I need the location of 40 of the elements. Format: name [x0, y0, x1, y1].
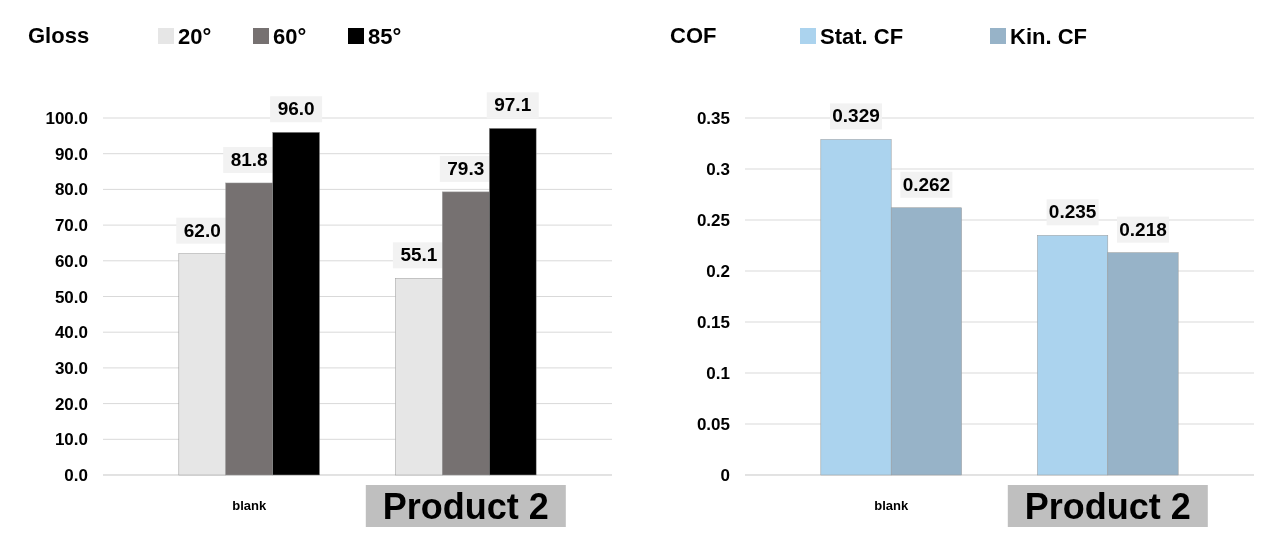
- text: 62.0: [183, 219, 221, 241]
- y-tick-label: 30.0: [54, 358, 88, 378]
- y-tick-label: 80.0: [54, 180, 88, 200]
- y-tick-label: 40.0: [54, 323, 88, 343]
- text: 97.1: [494, 94, 532, 116]
- y-tick-label: 0.0: [64, 466, 88, 485]
- y-tick-label: 70.0: [54, 216, 88, 236]
- y-tick-label: 0.25: [696, 211, 730, 230]
- data-label: 0.262: [902, 173, 951, 195]
- legend-label: 20°: [178, 24, 212, 49]
- y-tick-label: 20.0: [54, 394, 88, 414]
- y-tick-label: 60.0: [54, 251, 88, 271]
- y-tick-label: 0.3: [706, 160, 730, 179]
- y-tick-label: 100.0: [45, 109, 88, 128]
- legend-label: Kin. CF: [1010, 24, 1087, 49]
- x-tick-label: Product 2: [1024, 486, 1191, 527]
- y-tick-label: 10.0: [54, 430, 88, 450]
- text: 79.3: [447, 157, 485, 179]
- y-tick-label: 0.35: [696, 109, 730, 128]
- y-tick-label: 0.2: [706, 262, 730, 281]
- x-tick-label: Product 2: [382, 486, 549, 527]
- x-tick-label: blank: [232, 498, 267, 513]
- legend-label: 60°: [273, 24, 307, 49]
- x-tick-label: blank: [874, 498, 909, 513]
- text: 96.0: [277, 98, 315, 120]
- y-tick-label: 0: [720, 466, 730, 485]
- text: 55.1: [400, 244, 438, 266]
- y-tick-label: 0.05: [696, 415, 730, 434]
- y-tick-label: 50.0: [54, 287, 88, 307]
- legend-label: 85°: [368, 24, 402, 49]
- legend-label: Stat. CF: [820, 24, 904, 49]
- y-tick-label: 0.15: [696, 313, 730, 332]
- chart-title: COF: [670, 23, 717, 48]
- chart-title: Gloss: [28, 23, 90, 48]
- data-label: 0.329: [832, 105, 880, 127]
- data-label: 0.218: [1119, 218, 1167, 240]
- text: 81.8: [230, 148, 268, 170]
- data-label: 0.235: [1048, 201, 1097, 223]
- y-tick-label: 0.1: [706, 364, 730, 383]
- y-tick-label: 90.0: [54, 144, 88, 164]
